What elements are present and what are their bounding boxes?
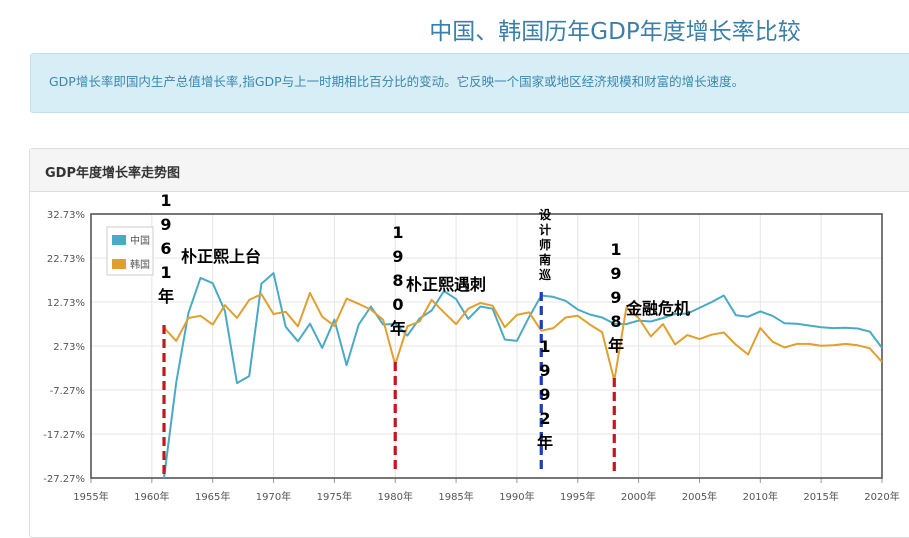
description-box: GDP增长率即国内生产总值增长率,指GDP与上一时期相比百分比的变动。它反映一个… xyxy=(30,53,909,113)
legend-swatch xyxy=(112,259,126,269)
x-tick-label: 1990年 xyxy=(499,490,534,503)
annotation-vertical-char: 8 xyxy=(392,271,403,290)
legend-swatch xyxy=(112,235,126,245)
annotation-vertical-char: 1 xyxy=(160,263,171,282)
annotation-vertical-char: 1 xyxy=(610,240,621,259)
annotation-vertical-char: 1 xyxy=(539,337,550,356)
annotation-vertical-char: 年 xyxy=(390,319,406,338)
annotation-vertical-char: 9 xyxy=(160,215,171,234)
x-tick-label: 1965年 xyxy=(195,490,230,503)
annotation-vertical-char: 9 xyxy=(610,264,621,283)
y-tick-label: 12.73% xyxy=(47,298,85,309)
x-tick-label: 2000年 xyxy=(621,490,656,503)
x-tick-label: 1970年 xyxy=(256,490,291,503)
annotation-vertical-char: 设 xyxy=(539,207,552,222)
gdp-growth-chart: 32.73% 22.73% 12.73% 2.73% -7.27% -17.27% -27.… xyxy=(43,191,899,503)
y-tick-label: -17.27% xyxy=(43,430,85,441)
annotation-vertical-char: 年 xyxy=(537,433,553,452)
x-tick-label: 2015年 xyxy=(803,490,838,503)
x-tick-label: 1975年 xyxy=(317,490,352,503)
x-tick-label: 2010年 xyxy=(743,490,778,503)
annotation-vertical-char: 1 xyxy=(160,191,171,210)
series-line-china xyxy=(163,272,883,479)
annotation-vertical-char: 9 xyxy=(539,385,550,404)
y-tick-label: -27.27% xyxy=(43,474,85,485)
x-tick-label: 1995年 xyxy=(560,490,595,503)
x-tick-label: 2005年 xyxy=(682,490,717,503)
annotation-label: 金融危机 xyxy=(625,299,690,318)
plot-frame xyxy=(90,213,883,479)
y-tick-label: 32.73% xyxy=(47,210,85,221)
annotation-vertical-char: 9 xyxy=(539,361,550,380)
annotation-vertical-char: 师 xyxy=(539,237,551,252)
annotation-vertical-char: 8 xyxy=(610,312,621,331)
panel-header: GDP年度增长率走势图 xyxy=(30,149,909,192)
x-tick-label: 2020年 xyxy=(864,490,899,503)
annotation-vertical-char: 年 xyxy=(158,287,174,306)
x-tick-label: 1985年 xyxy=(438,490,473,503)
annotation-vertical-char: 巡 xyxy=(539,267,551,282)
description-text: GDP增长率即国内生产总值增长率,指GDP与上一时期相比百分比的变动。它反映一个… xyxy=(49,74,745,89)
series-line-korea xyxy=(163,291,883,382)
x-tick-label: 1960年 xyxy=(134,490,169,503)
annotation-label: 朴正熙遇刺 xyxy=(406,275,486,294)
x-tick-label: 1980年 xyxy=(378,490,413,503)
legend-label: 中国 xyxy=(130,234,150,247)
annotation-label: 朴正熙上台 xyxy=(181,247,261,266)
annotation-vertical-char: 南 xyxy=(539,252,551,267)
annotation-vertical-char: 6 xyxy=(160,239,171,258)
annotation-vertical-char: 2 xyxy=(539,409,550,428)
y-tick-label: 2.73% xyxy=(53,342,85,353)
y-tick-label: -7.27% xyxy=(50,386,85,397)
annotation-vertical-char: 计 xyxy=(539,222,551,237)
legend-label: 韩国 xyxy=(130,258,150,271)
page-title: 中国、韩国历年GDP年度增长率比较 xyxy=(429,19,801,45)
annotation-vertical-char: 年 xyxy=(608,336,624,355)
y-tick-label: 22.73% xyxy=(47,254,85,265)
x-tick-label: 1955年 xyxy=(73,490,108,503)
annotation-vertical-char: 1 xyxy=(392,223,403,242)
annotation-vertical-char: 9 xyxy=(610,288,621,307)
annotation-vertical-char: 0 xyxy=(392,295,403,314)
panel-title: GDP年度增长率走势图 xyxy=(45,166,180,181)
annotation-vertical-char: 9 xyxy=(392,247,403,266)
